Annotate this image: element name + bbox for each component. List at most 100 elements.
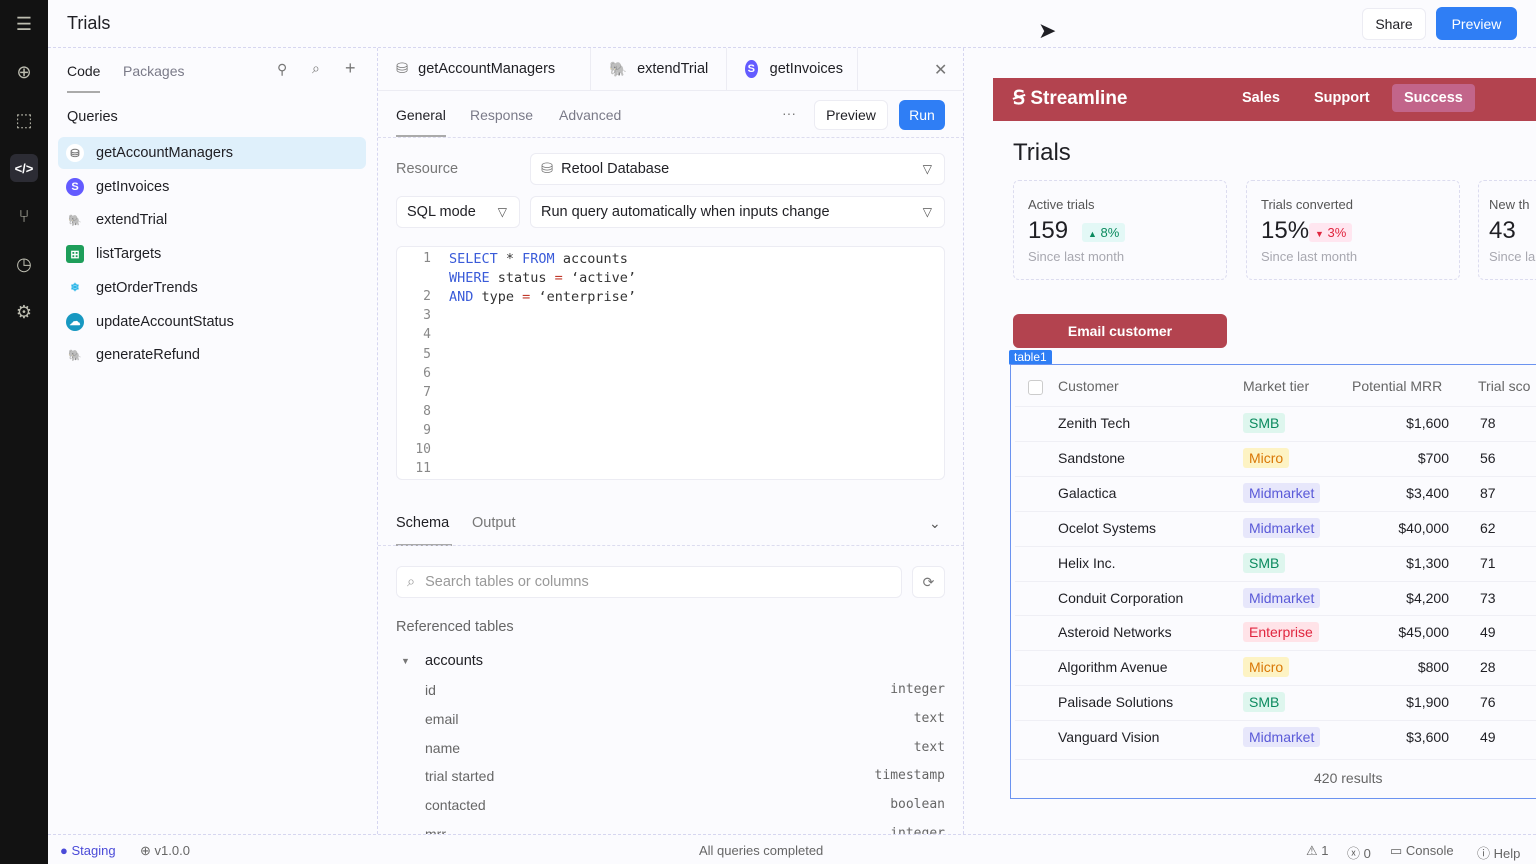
query-item[interactable]: ⛁ getAccountManagers	[58, 137, 366, 169]
tab-general[interactable]: General	[396, 107, 446, 137]
settings-icon[interactable]: ⚙	[15, 301, 33, 322]
customers-table	[1010, 364, 1536, 799]
table-row[interactable]: Ocelot Systems Midmarket $40,000 62	[1015, 510, 1536, 546]
table-row[interactable]: Galactica Midmarket $3,400 87	[1015, 475, 1536, 511]
tab-packages[interactable]: Packages	[123, 63, 185, 79]
email-customer-button[interactable]: Email customer	[1013, 314, 1227, 348]
errors-button[interactable]: ⓧ 0	[1347, 846, 1371, 861]
table-row[interactable]: Sandstone Micro $700 56	[1015, 440, 1536, 476]
column-name: contacted	[425, 797, 486, 814]
tab-response[interactable]: Response	[470, 107, 534, 123]
add-icon[interactable]: +	[345, 58, 356, 78]
nav-sales[interactable]: Sales	[1242, 90, 1280, 106]
version-selector[interactable]: ⊕ v1.0.0	[140, 843, 190, 859]
code-token: SELECT	[449, 251, 498, 267]
column-type: text	[913, 710, 945, 726]
schema-search-input[interactable]: ⌕ Search tables or columns	[396, 566, 902, 598]
tab-output[interactable]: Output	[472, 515, 516, 531]
table-row[interactable]: Algorithm Avenue Micro $800 28	[1015, 650, 1536, 685]
refresh-icon[interactable]: ⟳	[912, 566, 945, 598]
mode-select[interactable]: SQL mode ▽	[396, 196, 520, 228]
customer-cell: Ocelot Systems	[1058, 519, 1157, 536]
query-item[interactable]: ⊞ listTargets	[58, 238, 366, 270]
preview-button[interactable]: Preview	[1436, 7, 1517, 40]
nav-success[interactable]: Success	[1392, 84, 1475, 112]
column-type: text	[913, 739, 945, 755]
tab-code[interactable]: Code	[67, 63, 101, 93]
more-icon[interactable]: ···	[782, 105, 796, 121]
table-row[interactable]: Conduit Corporation Midmarket $4,200 73	[1015, 580, 1536, 616]
line-number: 8	[423, 403, 431, 419]
column-header[interactable]: Market tier	[1243, 378, 1310, 394]
run-button[interactable]: Run	[899, 100, 945, 130]
customer-cell: Palisade Solutions	[1058, 694, 1174, 711]
customer-cell: Vanguard Vision	[1058, 729, 1160, 746]
env-label: Staging	[71, 843, 116, 858]
canvas-icon[interactable]: ⬚	[15, 109, 33, 130]
query-tab-label: getAccountManagers	[418, 61, 556, 77]
tab-advanced[interactable]: Advanced	[559, 107, 622, 123]
resource-select[interactable]: ⛁ Retool Database ▽	[530, 153, 945, 185]
table-row[interactable]: Palisade Solutions SMB $1,900 76	[1015, 685, 1536, 720]
pin-icon[interactable]: ⚲	[277, 61, 288, 77]
column-header[interactable]: Customer	[1058, 378, 1119, 394]
left-panel: Code Packages ⚲ ⌕ + Queries ⛁ getAccountM…	[48, 48, 378, 834]
warnings-button[interactable]: ⚠ 1	[1306, 843, 1329, 858]
query-item[interactable]: 🐘 extendTrial	[58, 204, 366, 236]
query-tab[interactable]: ⛁ getAccountManagers	[378, 48, 591, 90]
close-icon[interactable]: ✕	[934, 62, 948, 79]
postgres-icon: 🐘	[609, 61, 628, 78]
select-all-checkbox[interactable]	[1028, 380, 1043, 395]
table-selection-tag[interactable]: table1	[1009, 350, 1052, 365]
schema-table[interactable]: accounts	[425, 653, 484, 669]
query-item[interactable]: ☁ updateAccountStatus	[58, 306, 366, 338]
trigger-select[interactable]: Run query automatically when inputs chan…	[530, 196, 945, 228]
table-row[interactable]: Zenith Tech SMB $1,600 78	[1015, 406, 1536, 441]
query-item[interactable]: ❄ getOrderTrends	[58, 272, 366, 304]
tier-badge: Micro	[1243, 447, 1290, 468]
code-token: *	[497, 251, 523, 267]
caret-down-icon[interactable]: ▼	[401, 656, 410, 666]
share-button[interactable]: Share	[1362, 8, 1426, 40]
query-tab[interactable]: 🐘 extendTrial	[591, 48, 727, 90]
tab-schema[interactable]: Schema	[396, 515, 450, 531]
query-item[interactable]: 🐘 generateRefund	[58, 339, 366, 371]
code-token: FROM	[522, 251, 555, 267]
code-icon[interactable]: </>	[10, 154, 38, 182]
query-label: listTargets	[96, 246, 162, 263]
table-row[interactable]: Vanguard Vision Midmarket $3,600 49	[1015, 720, 1536, 755]
globe-icon: ⊕	[140, 843, 155, 858]
environment-selector[interactable]: ● Staging	[60, 843, 116, 858]
table-row[interactable]: Asteroid Networks Enterprise $45,000 49	[1015, 615, 1536, 650]
trigger-value: Run query automatically when inputs chan…	[541, 204, 830, 220]
preview-query-button[interactable]: Preview	[814, 100, 888, 130]
column-name: email	[425, 710, 459, 727]
console-button[interactable]: ▭ Console	[1390, 843, 1454, 858]
query-label: getInvoices	[96, 178, 170, 195]
logo-icon: ☰	[15, 13, 33, 34]
customer-cell: Helix Inc.	[1058, 554, 1116, 571]
sql-editor[interactable]: 1 2 3 4 5 6 7 8 9 10 11 SELECT * FROM accounts WHERE…	[396, 246, 945, 480]
console-label: Console	[1405, 843, 1454, 858]
search-placeholder: Search tables or columns	[425, 574, 589, 590]
branch-icon[interactable]: ⑂	[18, 205, 30, 226]
nav-support[interactable]: Support	[1314, 90, 1370, 106]
chevron-down-icon[interactable]: ⌄	[929, 515, 941, 531]
column-header[interactable]: Potential MRR	[1352, 378, 1443, 394]
errors-count: 0	[1363, 846, 1371, 861]
postgres-icon: 🐘	[68, 349, 82, 362]
sheets-icon: ⊞	[66, 245, 84, 264]
column-header[interactable]: Trial sco	[1478, 378, 1531, 394]
warnings-count: 1	[1321, 843, 1329, 858]
delta-value: 3%	[1327, 225, 1347, 240]
table-row[interactable]: Helix Inc. SMB $1,300 71	[1015, 545, 1536, 581]
add-icon[interactable]: ⊕	[16, 61, 32, 82]
mrr-cell: $45,000	[1398, 624, 1449, 641]
database-icon: ⛁	[66, 144, 84, 162]
search-icon[interactable]: ⌕	[312, 60, 320, 76]
history-icon[interactable]: ◷	[16, 253, 32, 274]
column-type: timestamp	[874, 768, 945, 784]
help-button[interactable]: ⓘ Help	[1477, 846, 1521, 861]
